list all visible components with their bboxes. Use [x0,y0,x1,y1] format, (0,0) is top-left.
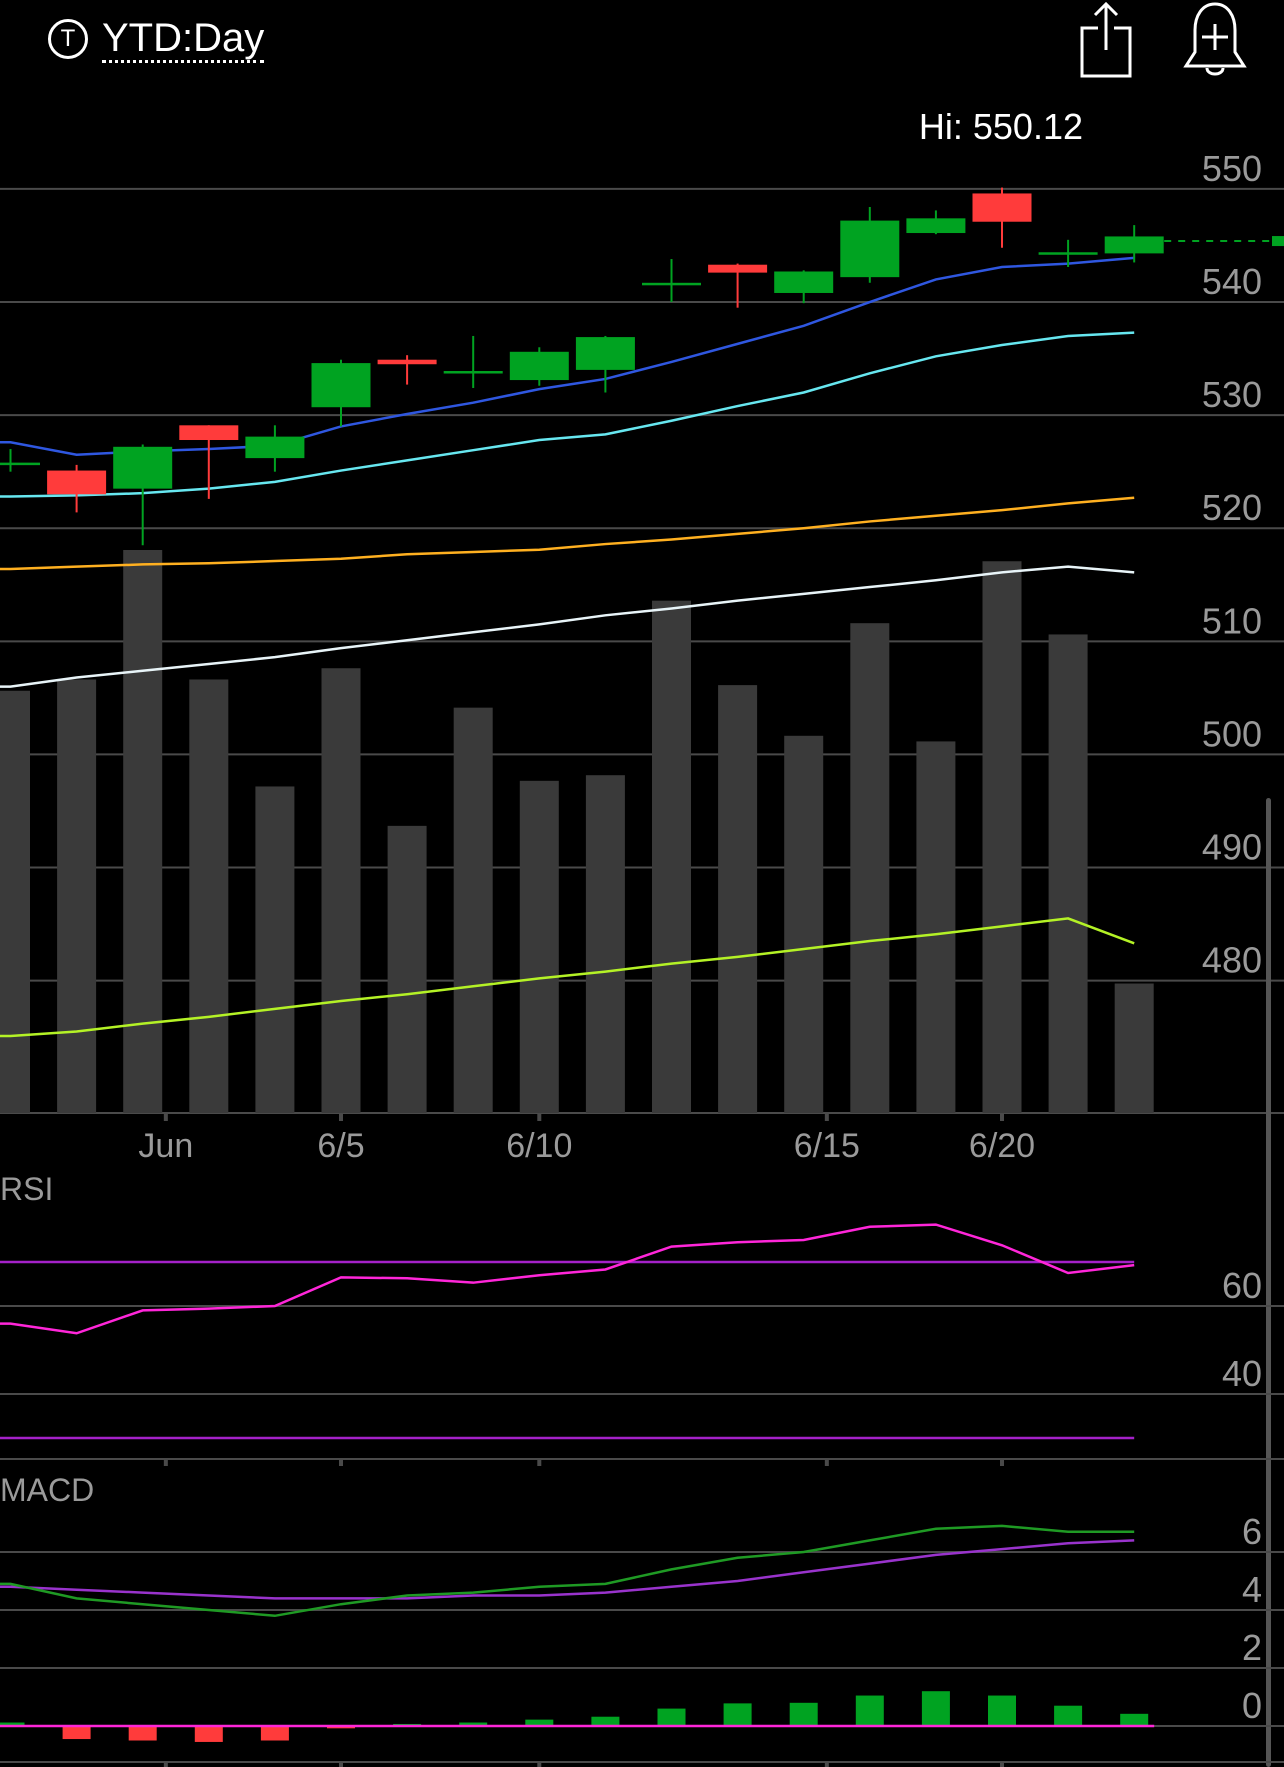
volume-bar [519,780,559,1113]
moving-average-line [0,496,1135,571]
macd-histogram-bar [723,1703,752,1726]
candle-body [179,425,239,441]
candle-body [509,351,569,381]
macd-histogram-bar [194,1726,223,1742]
toolbar: T YTD:Day [0,0,1284,90]
price-axis-label: 510 [1202,600,1262,641]
candle-body [840,220,900,278]
volume-bar [784,735,824,1113]
price-axis-label: 540 [1202,261,1262,302]
share-icon[interactable] [1076,0,1136,82]
volume-bar [0,690,30,1113]
volume-bar [585,775,625,1113]
macd-histogram-bar [855,1695,884,1726]
macd-line [0,1524,1135,1618]
time-axis-label: 6/10 [506,1127,572,1165]
macd-histogram-bar [128,1726,157,1741]
volume-bar [1114,983,1154,1113]
ticker-t-icon: T [48,19,88,59]
macd-axis-label: 4 [1242,1569,1262,1610]
time-axis-label: Jun [138,1127,193,1165]
volume-bar [387,825,427,1113]
high-price-label: Hi: 550.12 [919,106,1083,147]
volume-bar [652,600,691,1113]
macd-histogram-bar [789,1702,818,1726]
candle-body [377,359,437,365]
price-axis-label: 530 [1202,374,1262,415]
candle-body [113,446,173,489]
candle-body [0,462,40,466]
macd-axis-label: 0 [1242,1685,1262,1726]
macd-signal-line [0,1539,1135,1600]
macd-histogram-bar [62,1726,91,1740]
volume-bar [982,561,1022,1113]
price-axis-label: 520 [1202,487,1262,528]
macd-histogram-bar [657,1708,686,1726]
volume-bar [189,679,229,1113]
macd-histogram-bar [1120,1713,1149,1726]
period-label: YTD:Day [102,16,265,63]
candle-body [443,371,503,374]
time-axis-label: 6/15 [794,1127,860,1165]
volume-bar [123,550,163,1113]
moving-average-line [0,917,1135,1038]
macd-histogram-bar [1054,1705,1083,1726]
candle-body [311,363,371,408]
period-selector[interactable]: T YTD:Day [48,14,265,64]
volume-bar [916,741,956,1113]
volume-bar [850,623,890,1113]
candle-body [906,218,966,234]
candle-body [47,470,107,495]
candle-body [774,271,834,293]
macd-axis-label: 2 [1242,1627,1262,1668]
time-axis-label: 6/20 [969,1127,1035,1165]
volume-bar [453,707,493,1113]
price-axis-label: 550 [1202,148,1262,189]
price-axis-label: 490 [1202,827,1262,868]
candle-body [575,337,635,370]
rsi-axis-label: 40 [1222,1353,1262,1394]
macd-histogram-bar [921,1691,950,1726]
candle-body [972,193,1032,222]
bell-plus-icon[interactable] [1180,0,1250,82]
rsi-title: RSI [0,1171,53,1207]
volume-bar [321,668,361,1113]
macd-axis-label: 6 [1242,1511,1262,1552]
moving-average-line [0,565,1135,688]
price-axis-label: 480 [1202,940,1262,981]
volume-bar [718,685,758,1113]
candle-body [708,264,768,273]
macd-histogram-bar [260,1726,289,1741]
rsi-line [0,1223,1135,1335]
scrollbar [1266,798,1271,1767]
last-price-marker [1272,236,1284,247]
volume-bar [57,679,97,1113]
macd-histogram-bar [525,1719,554,1726]
macd-histogram-bar [591,1716,620,1726]
candle-body [1038,252,1098,255]
macd-histogram-bar [988,1695,1016,1726]
volume-bar [255,786,295,1113]
time-axis-label: 6/5 [317,1127,364,1165]
candle-body [245,436,305,459]
volume-bar [1048,634,1088,1113]
rsi-axis-label: 60 [1222,1265,1262,1306]
price-axis-label: 500 [1202,713,1262,754]
macd-histogram-bar [0,1722,25,1726]
macd-title: MACD [0,1472,94,1508]
candle-body [1104,236,1164,254]
candle-body [642,282,701,286]
macd-histogram-bar [459,1722,488,1726]
